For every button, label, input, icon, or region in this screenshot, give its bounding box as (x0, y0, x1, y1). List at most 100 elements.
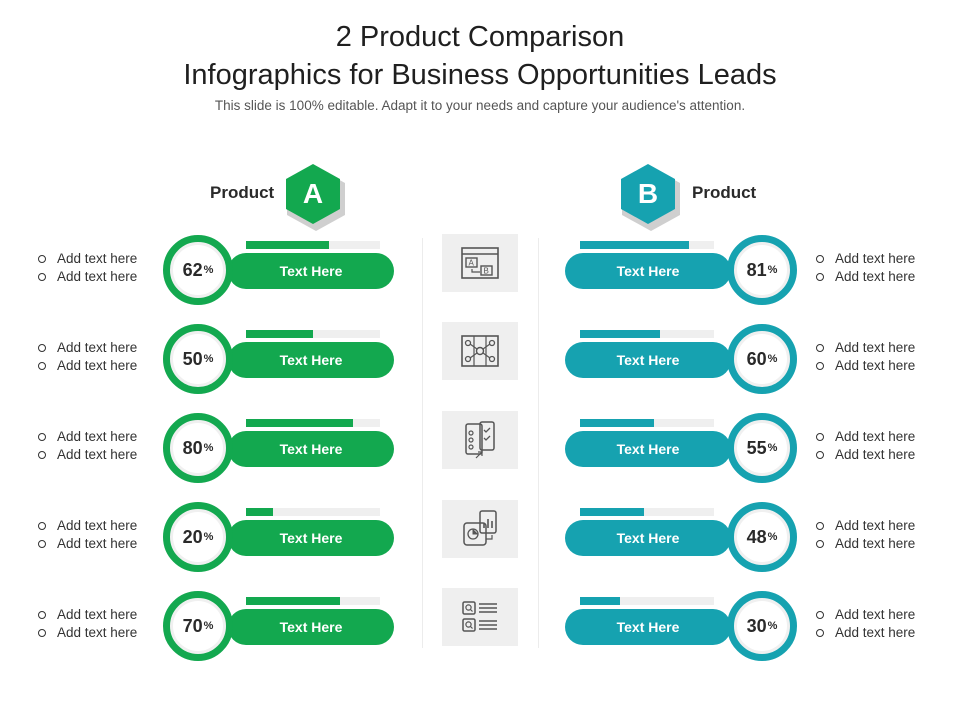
product-a-text-button[interactable]: Text Here (228, 342, 394, 378)
product-b-percentage-ring: 81% (727, 235, 797, 305)
title-line-1: 2 Product Comparison (335, 21, 625, 53)
bullet-item: Add text here (816, 357, 915, 375)
product-b-label: Product (692, 183, 757, 202)
product-a-progress-track (246, 508, 380, 516)
product-a-badge: A (286, 164, 340, 224)
product-b-text-button[interactable]: Text Here (565, 520, 731, 556)
icon-cell (442, 500, 518, 558)
bullet-text: Add text here (57, 447, 138, 462)
icon-cell (442, 322, 518, 380)
bullet-circle-icon (38, 273, 46, 281)
bullet-text: Add text here (835, 607, 916, 622)
product-b-percentage-ring: 60% (727, 324, 797, 394)
percentage-value: 62 (182, 259, 203, 280)
product-b-text-button[interactable]: Text Here (565, 253, 731, 289)
percent-sign: % (203, 353, 214, 365)
bullet-text: Add text here (57, 340, 138, 355)
product-a-percentage-ring: 80% (163, 413, 233, 483)
product-b-percentage-ring: 55% (727, 413, 797, 483)
bullet-item: Add text here (38, 250, 137, 268)
product-a-bullets: Add text here Add text here (38, 339, 137, 375)
product-a-text-button[interactable]: Text Here (228, 609, 394, 645)
product-b-bullets: Add text here Add text here (816, 250, 915, 286)
percentage-value: 20 (182, 526, 203, 547)
product-a-bullets: Add text here Add text here (38, 606, 137, 642)
comparison-row: Add text here Add text here Text Here 80% Te… (0, 413, 960, 493)
bullet-circle-icon (816, 629, 824, 637)
bullet-text: Add text here (835, 340, 916, 355)
bullet-text: Add text here (835, 625, 916, 640)
network-diagram-icon (461, 335, 499, 367)
product-b-progress-track (580, 597, 714, 605)
percent-sign: % (767, 531, 778, 543)
product-a-progress-track (246, 241, 380, 249)
product-b-progress-fill (580, 419, 654, 427)
percent-sign: % (767, 353, 778, 365)
bullet-circle-icon (38, 255, 46, 263)
bullet-circle-icon (816, 451, 824, 459)
svg-text:B: B (484, 267, 489, 276)
product-b-progress-track (580, 419, 714, 427)
product-a-text-button[interactable]: Text Here (228, 253, 394, 289)
icon-cell: A B (442, 234, 518, 292)
bullet-circle-icon (38, 629, 46, 637)
bullet-circle-icon (38, 451, 46, 459)
bullet-circle-icon (816, 362, 824, 370)
right-divider (538, 238, 539, 648)
product-b-text-button[interactable]: Text Here (565, 609, 731, 645)
product-b-bullets: Add text here Add text here (816, 339, 915, 375)
bullet-item: Add text here (816, 535, 915, 553)
bullet-circle-icon (816, 540, 824, 548)
comparison-row: Add text here Add text here Text Here 50% Te… (0, 324, 960, 404)
bullet-item: Add text here (816, 268, 915, 286)
percentage-value: 50 (182, 348, 203, 369)
product-a-text-button[interactable]: Text Here (228, 431, 394, 467)
percent-sign: % (203, 620, 214, 632)
product-a-bullets: Add text here Add text here (38, 250, 137, 286)
bullet-item: Add text here (38, 624, 137, 642)
product-b-progress-track (580, 330, 714, 338)
product-a-progress-track (246, 419, 380, 427)
bullet-item: Add text here (816, 606, 915, 624)
product-b-text-button[interactable]: Text Here (565, 342, 731, 378)
product-b-text-button[interactable]: Text Here (565, 431, 731, 467)
product-a-percentage-ring: 50% (163, 324, 233, 394)
product-b-bullets: Add text here Add text here (816, 428, 915, 464)
bullet-circle-icon (38, 344, 46, 352)
bullet-item: Add text here (816, 624, 915, 642)
percent-sign: % (203, 442, 214, 454)
bullet-circle-icon (816, 273, 824, 281)
product-b-progress-fill (580, 508, 645, 516)
bullet-text: Add text here (57, 536, 138, 551)
bullet-item: Add text here (38, 428, 137, 446)
bullet-text: Add text here (835, 251, 916, 266)
icon-cell (442, 411, 518, 469)
analytics-documents-icon (463, 510, 497, 546)
product-a-percentage-ring: 62% (163, 235, 233, 305)
percentage-value: 30 (746, 615, 767, 636)
product-a-bullets: Add text here Add text here (38, 428, 137, 464)
bullet-text: Add text here (57, 358, 138, 373)
product-b-progress-fill (580, 330, 661, 338)
bullet-item: Add text here (816, 517, 915, 535)
percentage-value: 55 (746, 437, 767, 458)
percentage-value: 81 (746, 259, 767, 280)
bullet-item: Add text here (816, 428, 915, 446)
product-b-progress-fill (580, 241, 689, 249)
bullet-circle-icon (816, 344, 824, 352)
bullet-item: Add text here (38, 535, 137, 553)
product-a-progress-fill (246, 419, 354, 427)
product-a-bullets: Add text here Add text here (38, 517, 137, 553)
percentage-value: 70 (182, 615, 203, 636)
left-divider (422, 238, 423, 648)
product-a-text-button[interactable]: Text Here (228, 520, 394, 556)
product-b-percentage-ring: 30% (727, 591, 797, 661)
bullet-text: Add text here (835, 269, 916, 284)
bullet-text: Add text here (57, 607, 138, 622)
product-b-progress-track (580, 508, 714, 516)
product-b-badge: B (621, 164, 675, 224)
product-a-progress-track (246, 330, 380, 338)
bullet-text: Add text here (835, 536, 916, 551)
percent-sign: % (767, 442, 778, 454)
svg-text:A: A (469, 259, 475, 268)
